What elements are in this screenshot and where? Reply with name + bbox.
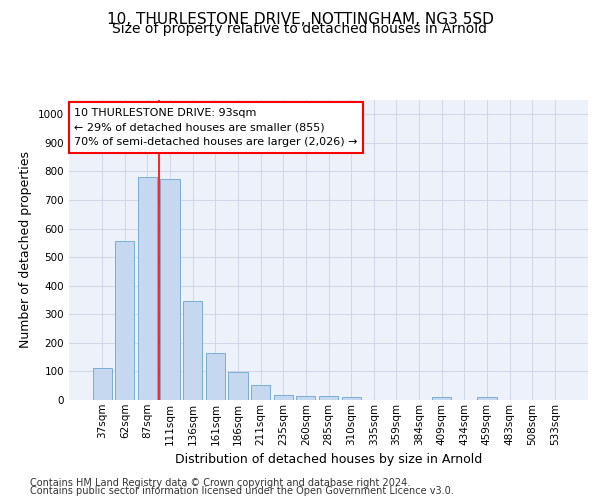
Bar xyxy=(274,395,293,400)
Bar xyxy=(183,302,202,400)
Text: Contains public sector information licensed under the Open Government Licence v3: Contains public sector information licen… xyxy=(30,486,454,496)
Bar xyxy=(138,177,157,400)
Bar xyxy=(296,396,316,400)
Text: 10, THURLESTONE DRIVE, NOTTINGHAM, NG3 5SD: 10, THURLESTONE DRIVE, NOTTINGHAM, NG3 5… xyxy=(107,12,493,28)
Bar xyxy=(432,397,451,400)
Bar xyxy=(229,372,248,400)
Bar xyxy=(92,368,112,400)
Bar xyxy=(160,178,180,400)
Bar xyxy=(115,240,134,400)
Bar xyxy=(477,397,497,400)
Bar xyxy=(251,385,270,400)
Bar xyxy=(341,397,361,400)
Bar xyxy=(319,396,338,400)
Bar xyxy=(206,353,225,400)
Y-axis label: Number of detached properties: Number of detached properties xyxy=(19,152,32,348)
Text: 10 THURLESTONE DRIVE: 93sqm
← 29% of detached houses are smaller (855)
70% of se: 10 THURLESTONE DRIVE: 93sqm ← 29% of det… xyxy=(74,108,358,147)
X-axis label: Distribution of detached houses by size in Arnold: Distribution of detached houses by size … xyxy=(175,453,482,466)
Text: Contains HM Land Registry data © Crown copyright and database right 2024.: Contains HM Land Registry data © Crown c… xyxy=(30,478,410,488)
Text: Size of property relative to detached houses in Arnold: Size of property relative to detached ho… xyxy=(113,22,487,36)
